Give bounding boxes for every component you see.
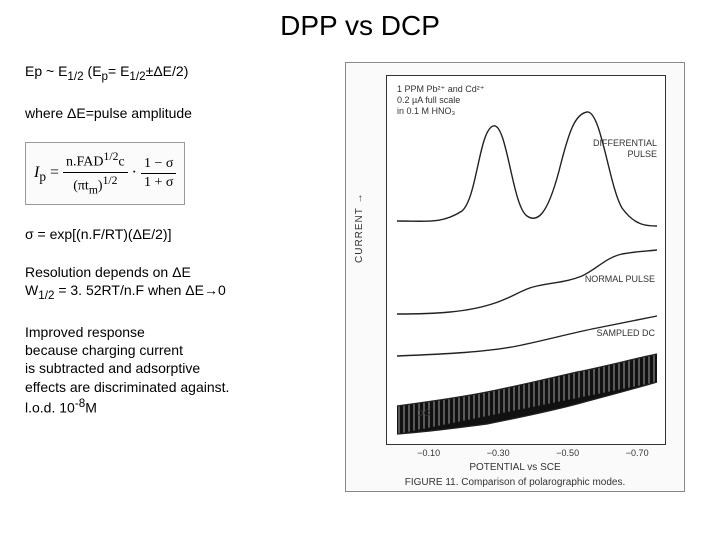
eq-sigma: σ = exp[(n.F/RT)(ΔE/2)]	[25, 225, 345, 243]
right-column: 1 PPM Pb²⁺ and Cd²⁺ 0.2 µA full scale in…	[345, 62, 705, 492]
label-normal-pulse: NORMAL PULSE	[585, 274, 655, 285]
eq-ep: Ep ~ E1/2 (Ep= E1/2±ΔE/2)	[25, 62, 345, 84]
label-sampled-dc: SAMPLED DC	[596, 328, 655, 339]
x-tick: −0.50	[556, 448, 579, 458]
x-tick: −0.10	[417, 448, 440, 458]
content-row: Ep ~ E1/2 (Ep= E1/2±ΔE/2) where ΔE=pulse…	[0, 42, 720, 502]
improved-block: Improved response because charging curre…	[25, 323, 345, 417]
resolution-block: Resolution depends on ΔE W1/2 = 3. 52RT/…	[25, 263, 345, 303]
left-column: Ep ~ E1/2 (Ep= E1/2±ΔE/2) where ΔE=pulse…	[25, 62, 345, 492]
y-axis-label: CURRENT →	[354, 193, 365, 263]
label-diff-pulse: DIFFERENTIAL PULSE	[593, 138, 657, 160]
conditions-text: 1 PPM Pb²⁺ and Cd²⁺ 0.2 µA full scale in…	[397, 84, 485, 116]
figure-frame: 1 PPM Pb²⁺ and Cd²⁺ 0.2 µA full scale in…	[345, 62, 685, 492]
figure-caption: FIGURE 11. Comparison of polarographic m…	[346, 477, 684, 488]
label-dc: DC	[417, 408, 430, 419]
curves-svg	[387, 76, 667, 446]
x-tick: −0.70	[626, 448, 649, 458]
ip-formula: Ip = n.FAD1/2c (πtm)1/2 · 1 − σ 1 + σ	[25, 142, 345, 204]
eq-where: where ΔE=pulse amplitude	[25, 104, 345, 122]
x-axis-label: POTENTIAL vs SCE	[346, 462, 684, 473]
page-title: DPP vs DCP	[0, 0, 720, 42]
x-tick: −0.30	[487, 448, 510, 458]
plot-box: 1 PPM Pb²⁺ and Cd²⁺ 0.2 µA full scale in…	[386, 75, 666, 445]
